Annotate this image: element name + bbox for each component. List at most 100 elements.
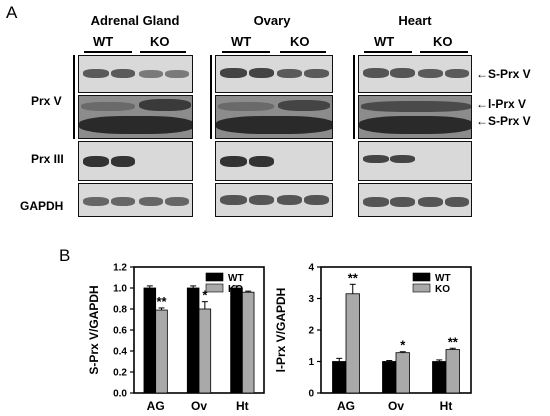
genotype-wt-ht: WT xyxy=(374,34,395,49)
blot-gapdh-ht xyxy=(358,183,472,217)
blot-prxv-short-ag xyxy=(78,55,193,93)
underline-wt-ov xyxy=(222,51,270,53)
panel-a-letter: A xyxy=(6,3,18,22)
significance-mark: * xyxy=(202,288,208,303)
band xyxy=(139,197,163,206)
bracket-prxv-ag xyxy=(73,55,75,139)
bracket-prxv-ht xyxy=(353,55,355,139)
legend-label-wt: WT xyxy=(228,273,244,284)
band xyxy=(220,156,247,167)
y-tick-label: 1.0 xyxy=(113,284,127,295)
x-tick-label: AG xyxy=(337,399,355,413)
bar-wt xyxy=(332,361,347,394)
blot-prxv-long-ag xyxy=(78,95,193,139)
band xyxy=(390,68,415,78)
legend-swatch-wt xyxy=(412,272,431,282)
band xyxy=(220,195,247,205)
arrow-label-l-prx-v: ←l-Prx V xyxy=(476,97,527,111)
tissue-label-ovary: Ovary xyxy=(253,13,291,28)
band xyxy=(361,101,471,112)
significance-mark: ** xyxy=(156,294,167,309)
blot-prxv-short-ov xyxy=(215,55,333,93)
band xyxy=(216,116,332,134)
band xyxy=(249,195,274,205)
y-tick-label: 4 xyxy=(308,263,314,274)
tissue-label-heart: Heart xyxy=(398,13,432,28)
y-tick-label: 3 xyxy=(308,294,314,305)
band xyxy=(83,156,109,167)
band xyxy=(390,197,415,207)
underline-wt-ht xyxy=(364,51,412,53)
x-tick-label: Ht xyxy=(236,399,249,413)
arrow-label-s-prx-v-bottom: ←S-Prx V xyxy=(476,114,531,128)
band xyxy=(278,100,330,111)
genotype-wt-ov: WT xyxy=(231,34,252,49)
band xyxy=(249,156,274,167)
legend-swatch-ko xyxy=(412,283,431,293)
y-tick-label: 0.2 xyxy=(113,368,127,379)
blot-gapdh-ov xyxy=(215,183,333,217)
legend-label-wt: WT xyxy=(435,273,451,284)
significance-mark: ** xyxy=(448,334,459,349)
bar-ko xyxy=(445,349,460,394)
legend-label-ko: KO xyxy=(228,284,243,295)
legend-swatch-ko xyxy=(205,283,224,293)
band xyxy=(445,197,469,207)
x-tick-label: AG xyxy=(147,399,165,413)
bracket-prxv-ov xyxy=(210,55,212,139)
y-tick-label: 0 xyxy=(308,389,314,400)
genotype-wt-ag: WT xyxy=(93,34,114,49)
band xyxy=(418,197,443,207)
band xyxy=(111,156,135,167)
tissue-label-adrenal-gland: Adrenal Gland xyxy=(90,13,180,28)
band xyxy=(359,116,471,134)
band xyxy=(445,69,469,78)
row-label-prx-iii: Prx III xyxy=(31,152,64,166)
genotype-ko-ov: KO xyxy=(290,34,310,49)
band xyxy=(79,116,192,134)
arrow-label-text: S-Prx V xyxy=(488,114,531,128)
blot-prxiii-ov xyxy=(215,141,333,181)
band xyxy=(83,197,109,206)
band xyxy=(304,69,329,78)
underline-ko-ag xyxy=(140,51,186,53)
arrow-label-text: S-Prx V xyxy=(488,67,531,81)
band xyxy=(277,195,302,205)
band xyxy=(249,68,274,78)
underline-ko-ht xyxy=(420,51,468,53)
y-tick-label: 1 xyxy=(308,357,314,368)
underline-ko-ov xyxy=(280,51,326,53)
band xyxy=(277,69,302,78)
genotype-ko-ag: KO xyxy=(150,34,170,49)
blot-gapdh-ag xyxy=(78,183,193,217)
x-tick-label: Ht xyxy=(440,399,453,413)
y-tick-label: 1.2 xyxy=(113,263,127,274)
bar-ko xyxy=(345,293,360,394)
band xyxy=(220,68,247,78)
band xyxy=(390,155,415,163)
y-axis-label: l-Prx V/GAPDH xyxy=(274,288,288,373)
legend-label-ko: KO xyxy=(435,284,450,295)
y-tick-label: 0.4 xyxy=(113,347,127,358)
y-tick-label: 0.8 xyxy=(113,305,127,316)
band xyxy=(111,197,135,206)
band xyxy=(139,70,163,78)
arrow-label-s-prx-v-top: ←S-Prx V xyxy=(476,67,531,81)
band xyxy=(81,102,135,111)
band xyxy=(363,155,389,163)
bar-wt xyxy=(382,361,397,394)
band xyxy=(111,69,135,78)
bar-wt xyxy=(432,361,447,394)
row-label-prx-v: Prx V xyxy=(31,94,62,108)
blot-prxv-short-ht xyxy=(358,55,472,93)
blot-prxv-long-ov xyxy=(215,95,333,139)
y-tick-label: 0.0 xyxy=(113,389,127,400)
x-tick-label: Ov xyxy=(388,399,404,413)
y-tick-label: 2 xyxy=(308,326,314,337)
band xyxy=(83,69,109,78)
genotype-ko-ht: KO xyxy=(433,34,453,49)
band xyxy=(139,99,191,111)
x-tick-label: Ov xyxy=(191,399,207,413)
